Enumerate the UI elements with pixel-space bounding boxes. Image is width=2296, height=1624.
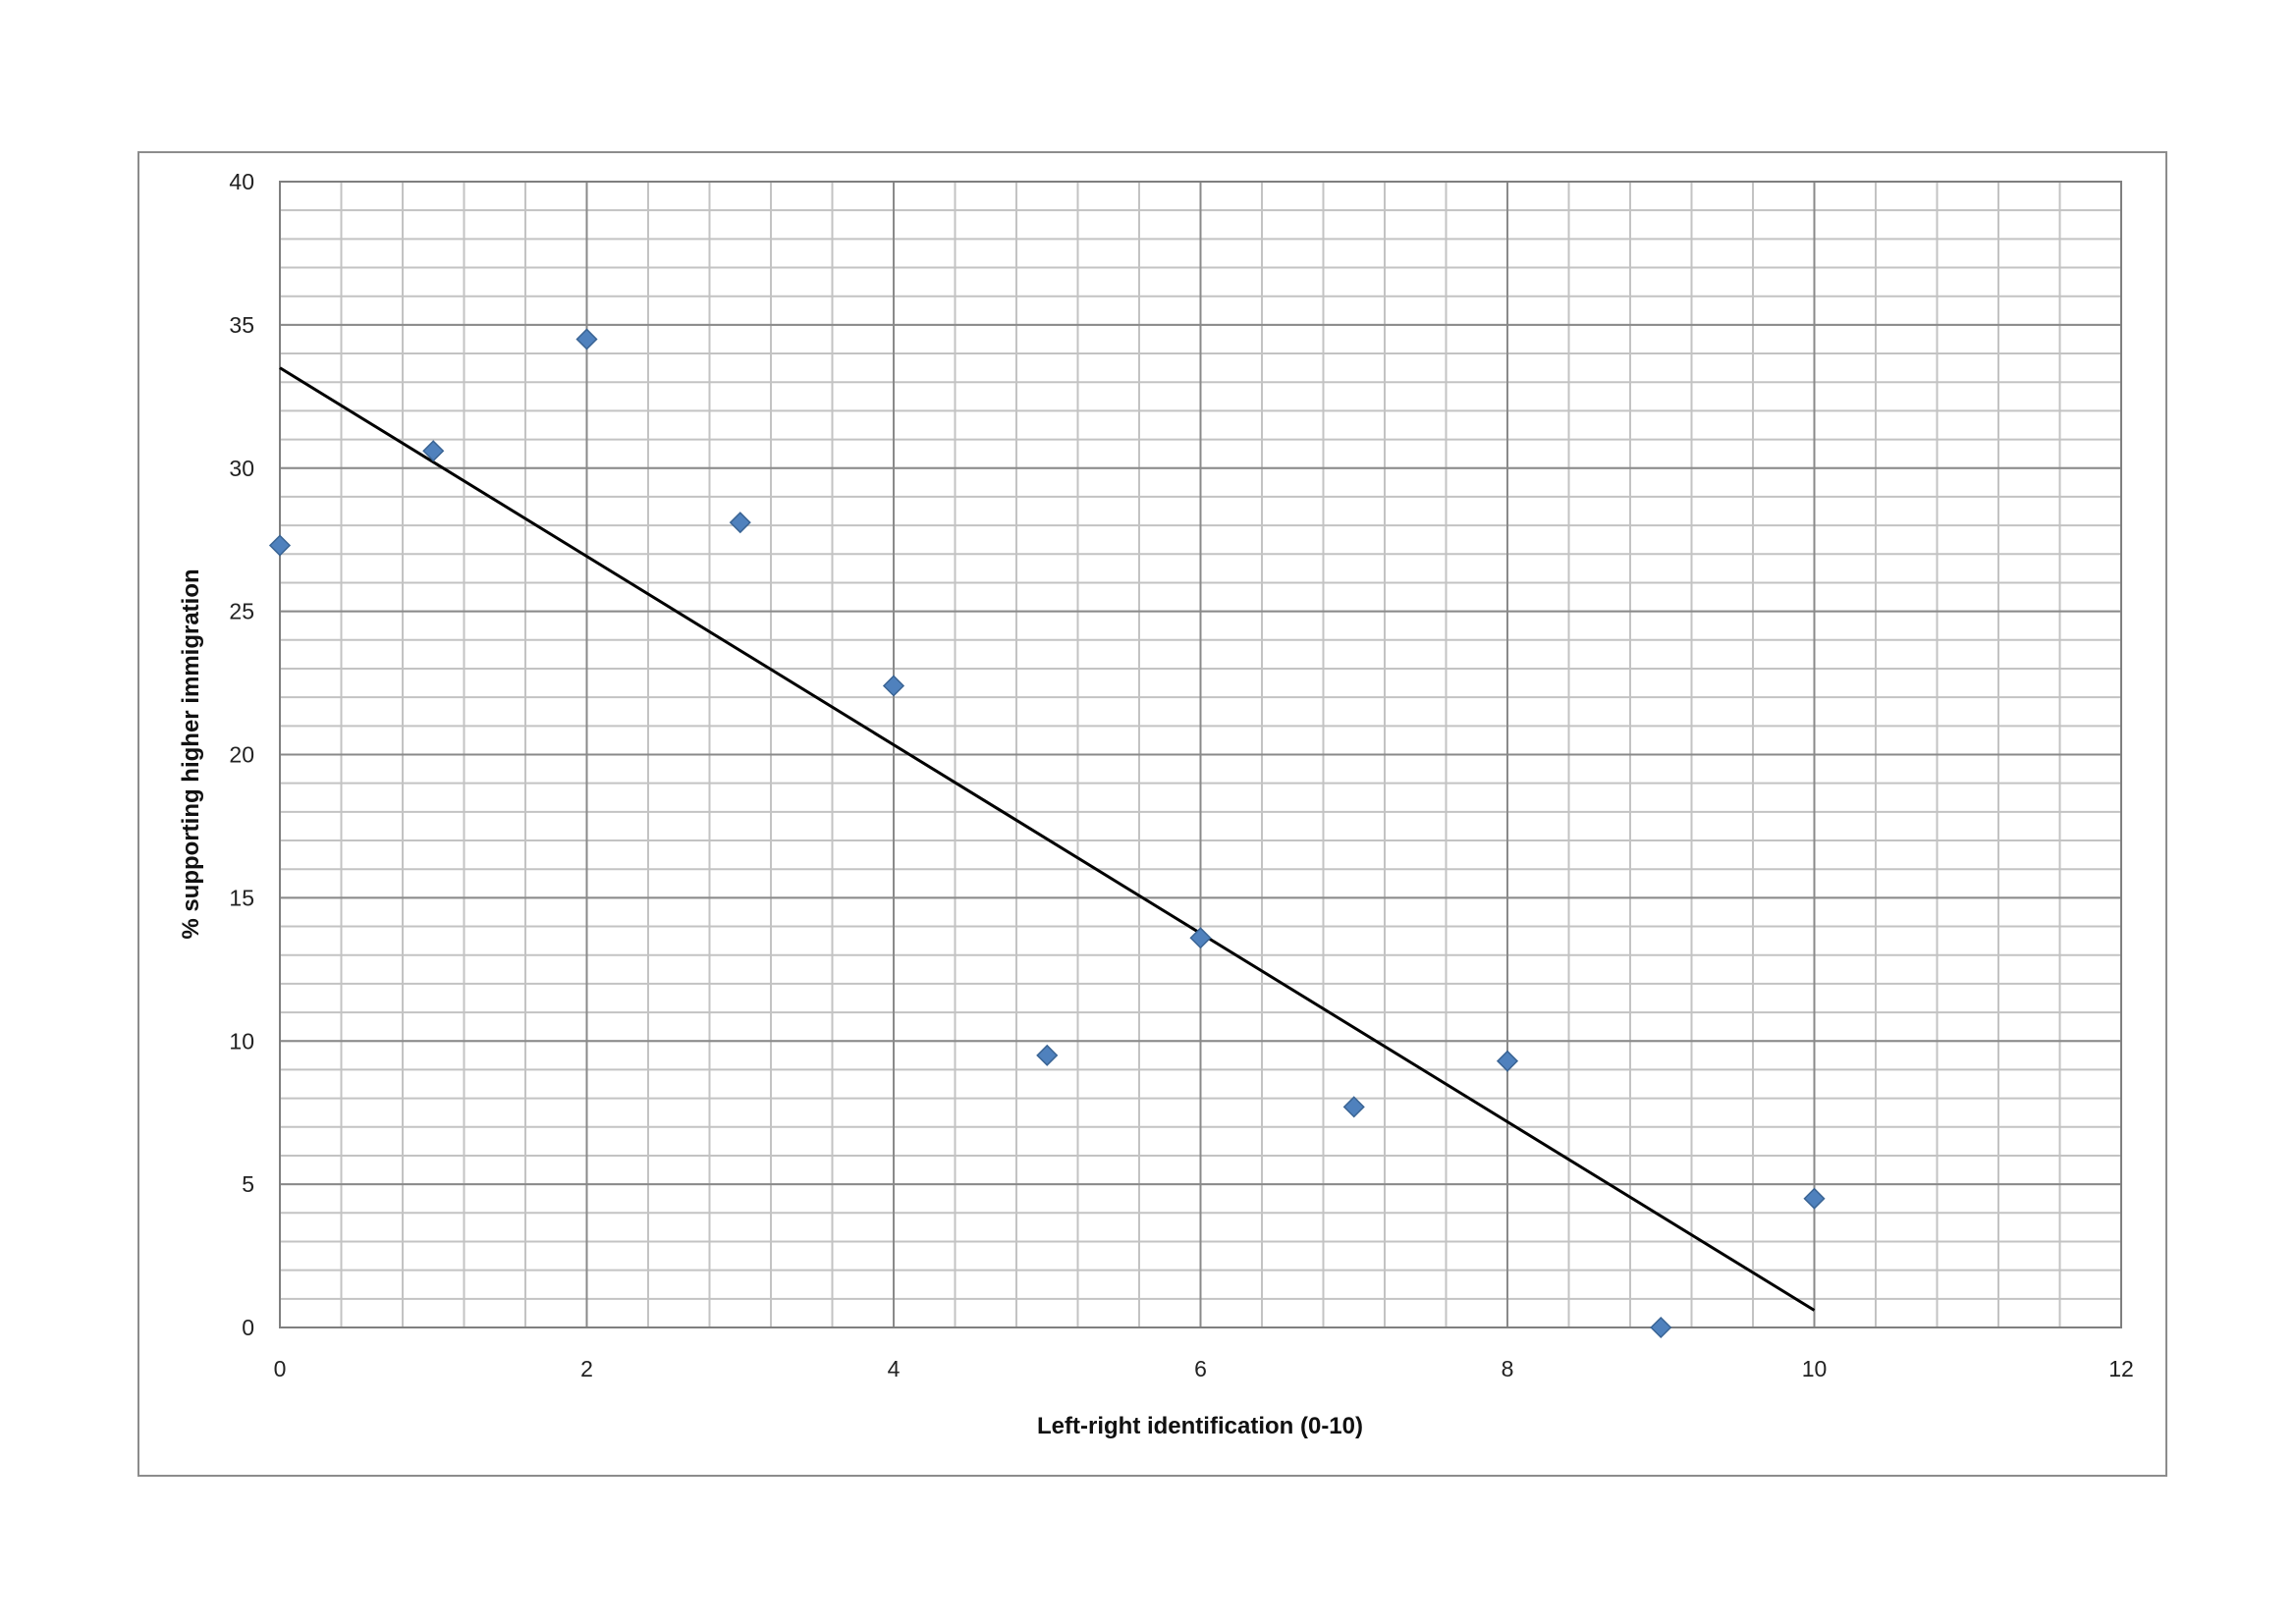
data-point-marker	[729, 512, 751, 534]
data-point-marker	[268, 534, 292, 557]
x-tick-label: 6	[1194, 1356, 1207, 1381]
data-point-marker	[1189, 927, 1212, 949]
x-tick-label: 12	[2108, 1356, 2134, 1381]
trendline	[279, 366, 1816, 1312]
plot-area-border	[279, 181, 2122, 1328]
data-point-marker	[882, 675, 905, 697]
x-tick-label: 10	[1802, 1356, 1828, 1381]
y-tick-label: 35	[229, 312, 254, 338]
data-point-marker	[1342, 1096, 1365, 1118]
x-axis-title: Left-right identification (0-10)	[1037, 1413, 1363, 1439]
data-point-marker	[575, 328, 598, 351]
x-axis-tick-labels: 0 2 4 6 8 10 12	[274, 1356, 2134, 1381]
y-axis-title: % supporting higher immigration	[178, 568, 204, 939]
data-point-marker	[1496, 1050, 1519, 1072]
y-axis-tick-labels: 0 5 10 15 20 25 30 35 40	[229, 169, 254, 1340]
data-point-marker	[1650, 1316, 1672, 1339]
x-tick-label: 0	[274, 1356, 287, 1381]
chart-border	[137, 151, 2167, 1477]
y-tick-label: 0	[242, 1315, 254, 1340]
data-point-marker	[1036, 1044, 1059, 1066]
x-tick-label: 2	[580, 1356, 593, 1381]
data-points	[268, 328, 1826, 1339]
trendline-group	[279, 366, 1816, 1312]
data-point-marker	[422, 440, 445, 462]
x-tick-label: 8	[1502, 1356, 1514, 1381]
y-tick-label: 5	[242, 1171, 254, 1197]
y-tick-label: 15	[229, 885, 254, 910]
x-tick-label: 4	[888, 1356, 901, 1381]
y-tick-label: 25	[229, 599, 254, 624]
y-tick-label: 40	[229, 169, 254, 194]
y-tick-label: 20	[229, 742, 254, 768]
data-point-marker	[1803, 1187, 1826, 1210]
y-tick-label: 30	[229, 456, 254, 481]
y-tick-label: 10	[229, 1028, 254, 1054]
